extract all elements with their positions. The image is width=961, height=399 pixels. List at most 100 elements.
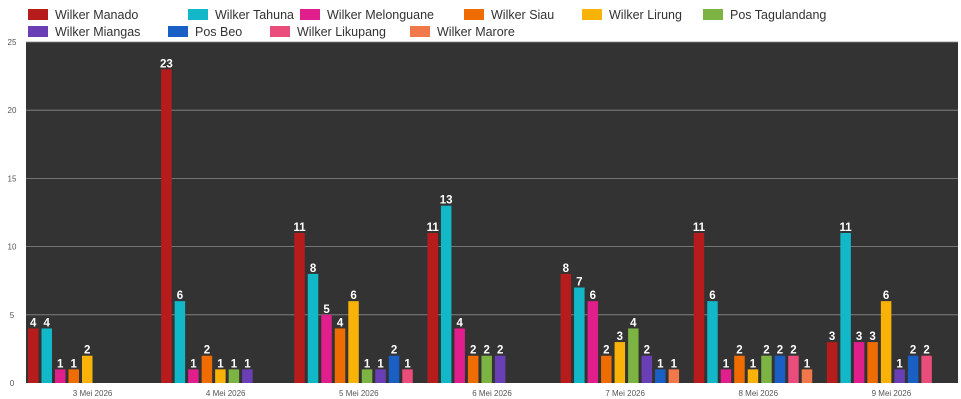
legend-item: Wilker Tahuna <box>188 7 294 22</box>
data-label: 4 <box>30 317 37 329</box>
legend-label: Wilker Tahuna <box>215 7 294 22</box>
legend-item: Wilker Miangas <box>28 24 140 39</box>
bar <box>494 355 506 383</box>
bar <box>228 369 240 383</box>
data-label: 1 <box>896 358 903 370</box>
bar <box>894 369 905 383</box>
data-label: 6 <box>709 290 715 302</box>
data-label: 8 <box>310 263 317 275</box>
legend-label: Wilker Melonguane <box>327 7 434 22</box>
x-tick-label: 5 Mei 2026 <box>339 389 379 398</box>
bar <box>668 369 680 383</box>
bar <box>481 355 492 383</box>
data-label: 2 <box>497 345 503 357</box>
bar <box>55 369 66 383</box>
bar <box>921 355 932 383</box>
bar <box>467 355 479 383</box>
legend-label: Wilker Likupang <box>297 24 386 39</box>
data-label: 1 <box>231 358 238 370</box>
data-label: 3 <box>617 331 623 343</box>
bar <box>628 328 639 383</box>
bar <box>641 355 653 383</box>
legend-swatch <box>28 9 48 20</box>
data-label: 1 <box>244 358 251 370</box>
bar <box>82 355 93 383</box>
legend-swatch <box>188 9 208 20</box>
legend-label: Wilker Manado <box>55 7 139 22</box>
data-label: 1 <box>57 358 64 370</box>
legend-swatch <box>703 9 723 20</box>
data-label: 2 <box>923 345 929 357</box>
bar <box>68 369 79 383</box>
data-label: 2 <box>763 345 769 357</box>
bar <box>614 342 626 383</box>
legend-item: Wilker Lirung <box>582 7 682 22</box>
data-label: 1 <box>190 358 197 370</box>
x-tick-label: 8 Mei 2026 <box>738 389 778 398</box>
data-label: 11 <box>693 222 706 234</box>
bar <box>201 355 213 383</box>
bar <box>574 287 585 383</box>
bar <box>867 342 878 383</box>
bar <box>587 301 599 383</box>
legend-item: Wilker Manado <box>28 7 138 22</box>
bar <box>720 369 732 383</box>
bar <box>601 355 612 383</box>
data-label: 6 <box>177 290 183 302</box>
data-label: 2 <box>204 345 210 357</box>
legend-item: Wilker Siau <box>464 7 554 22</box>
bar <box>294 232 305 383</box>
data-label: 4 <box>630 317 637 329</box>
data-label: 2 <box>910 345 916 357</box>
data-label: 7 <box>576 277 582 289</box>
bar <box>655 369 666 383</box>
y-tick-label: 20 <box>8 106 17 115</box>
legend-label: Wilker Lirung <box>609 7 682 22</box>
legend-label: Pos Tagulandang <box>730 7 827 22</box>
data-label: 23 <box>160 58 173 70</box>
bar <box>215 369 226 383</box>
data-label: 2 <box>644 345 650 357</box>
legend-item: Wilker Marore <box>410 24 515 39</box>
legend-label: Wilker Marore <box>437 24 515 39</box>
data-label: 1 <box>723 358 730 370</box>
bar <box>774 355 786 383</box>
bar <box>826 342 838 383</box>
bar <box>161 69 172 383</box>
y-tick-label: 0 <box>10 379 15 388</box>
bar <box>28 328 39 383</box>
x-tick-label: 4 Mei 2026 <box>206 389 246 398</box>
data-label: 1 <box>804 358 811 370</box>
bar <box>880 301 892 383</box>
data-label: 1 <box>364 358 371 370</box>
data-label: 11 <box>427 222 440 234</box>
data-label: 2 <box>470 345 476 357</box>
bar <box>307 273 319 383</box>
bar <box>734 355 745 383</box>
bar <box>361 369 373 383</box>
bar <box>188 369 199 383</box>
legend-swatch <box>300 9 320 20</box>
legend-swatch <box>464 9 484 20</box>
legend-item: Wilker Likupang <box>270 24 386 39</box>
bar <box>440 205 452 383</box>
bar <box>388 355 400 383</box>
legend-label: Wilker Miangas <box>55 24 141 39</box>
data-label: 5 <box>323 304 330 316</box>
legend-swatch <box>582 9 602 20</box>
x-tick-label: 3 Mei 2026 <box>73 389 113 398</box>
data-label: 1 <box>217 358 224 370</box>
bar <box>402 369 413 383</box>
bar <box>427 232 438 383</box>
data-label: 6 <box>590 290 596 302</box>
bar <box>693 232 705 383</box>
data-label: 1 <box>657 358 664 370</box>
data-label: 2 <box>84 345 90 357</box>
data-label: 2 <box>790 345 796 357</box>
bar <box>907 355 919 383</box>
data-label: 2 <box>603 345 609 357</box>
legend-item: Pos Tagulandang <box>703 7 826 22</box>
bar <box>560 273 572 383</box>
bar <box>174 301 186 383</box>
